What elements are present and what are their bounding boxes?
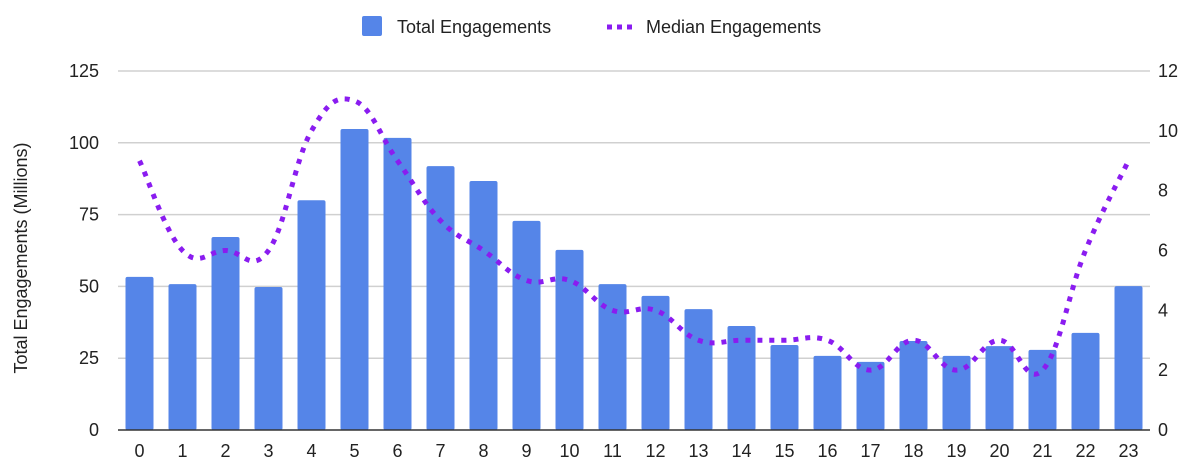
y2-tick-label: 0 [1158,420,1168,440]
x-tick-label: 12 [645,441,665,461]
y2-tick-label: 8 [1158,181,1168,201]
bar-hour-18 [899,340,928,430]
median-engagements-line [137,96,1131,377]
y-axis-title: Total Engagements (Millions) [11,142,31,373]
x-tick-label: 8 [478,441,488,461]
bar-hour-11 [598,284,627,430]
bar-hour-21 [1028,349,1057,430]
bar-hour-9 [512,220,541,430]
x-tick-label: 9 [521,441,531,461]
bar-hour-10 [555,249,584,430]
x-tick-label: 21 [1032,441,1052,461]
x-tick-label: 15 [774,441,794,461]
bar-hour-2 [211,237,240,430]
y-tick-label: 25 [79,348,99,368]
x-tick-label: 11 [603,441,622,461]
x-tick-label: 20 [989,441,1009,461]
bar-hour-1 [168,284,197,430]
bar-hour-19 [942,355,971,430]
legend-label-total: Total Engagements [397,17,551,37]
x-tick-label: 2 [220,441,230,461]
y2-tick-label: 6 [1158,241,1168,261]
x-tick-label: 6 [392,441,402,461]
bar-hour-15 [770,344,799,430]
x-tick-label: 23 [1118,441,1138,461]
x-tick-label: 19 [946,441,966,461]
bar-hour-8 [469,180,498,430]
x-tick-label: 1 [177,441,187,461]
bar-hour-12 [641,295,670,430]
bar-hour-14 [727,326,756,430]
bar-hour-23 [1114,286,1143,430]
y-tick-label: 100 [69,133,99,153]
y2-tick-label: 4 [1158,300,1168,320]
x-tick-label: 13 [688,441,708,461]
x-tick-label: 7 [435,441,445,461]
bar-hour-20 [985,346,1014,430]
x-tick-label: 3 [263,441,273,461]
bar-hour-3 [254,286,283,430]
bar-hour-0 [125,276,154,430]
x-tick-label: 14 [731,441,751,461]
x-tick-label: 18 [903,441,923,461]
bar-hour-6 [383,137,412,430]
legend-swatch-total [362,16,382,36]
bar-hour-22 [1071,332,1100,430]
legend: Total Engagements Median Engagements [362,16,821,37]
bar-hour-13 [684,309,713,430]
x-tick-label: 4 [306,441,316,461]
legend-label-median: Median Engagements [646,17,821,37]
x-tick-label: 5 [349,441,359,461]
x-tick-label: 17 [860,441,880,461]
y2-tick-label: 12 [1158,61,1178,81]
bar-hour-17 [856,361,885,430]
y-tick-label: 0 [89,420,99,440]
x-tick-label: 16 [817,441,837,461]
bar-hour-16 [813,355,842,430]
bar-hour-4 [297,200,326,430]
y-tick-label: 75 [79,205,99,225]
bar-hour-7 [426,166,455,430]
y-tick-label: 50 [79,276,99,296]
x-tick-label: 0 [134,441,144,461]
x-tick-label: 10 [559,441,579,461]
y2-tick-label: 2 [1158,360,1168,380]
bar-hour-5 [340,129,369,430]
y2-tick-label: 10 [1158,121,1178,141]
x-tick-label: 22 [1075,441,1095,461]
y-tick-label: 125 [69,61,99,81]
